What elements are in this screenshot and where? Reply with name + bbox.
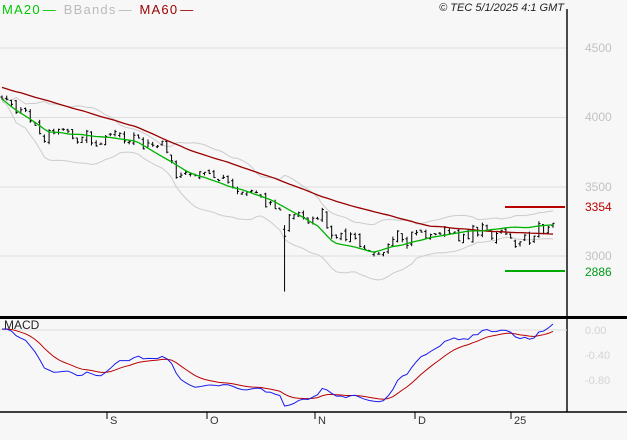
- svg-text:-0.40: -0.40: [585, 350, 610, 362]
- svg-text:N: N: [318, 415, 326, 427]
- svg-text:3000: 3000: [585, 249, 612, 263]
- svg-text:0.00: 0.00: [585, 325, 606, 337]
- svg-text:-0.80: -0.80: [585, 375, 610, 387]
- svg-text:3354: 3354: [585, 200, 612, 214]
- svg-text:4000: 4000: [585, 110, 612, 124]
- svg-text:4500: 4500: [585, 41, 612, 55]
- svg-text:S: S: [110, 415, 117, 427]
- svg-text:25: 25: [514, 415, 526, 427]
- svg-text:D: D: [418, 415, 426, 427]
- svg-text:2886: 2886: [585, 265, 612, 279]
- svg-text:3500: 3500: [585, 180, 612, 194]
- svg-text:O: O: [210, 415, 219, 427]
- svg-text:MACD: MACD: [4, 318, 40, 332]
